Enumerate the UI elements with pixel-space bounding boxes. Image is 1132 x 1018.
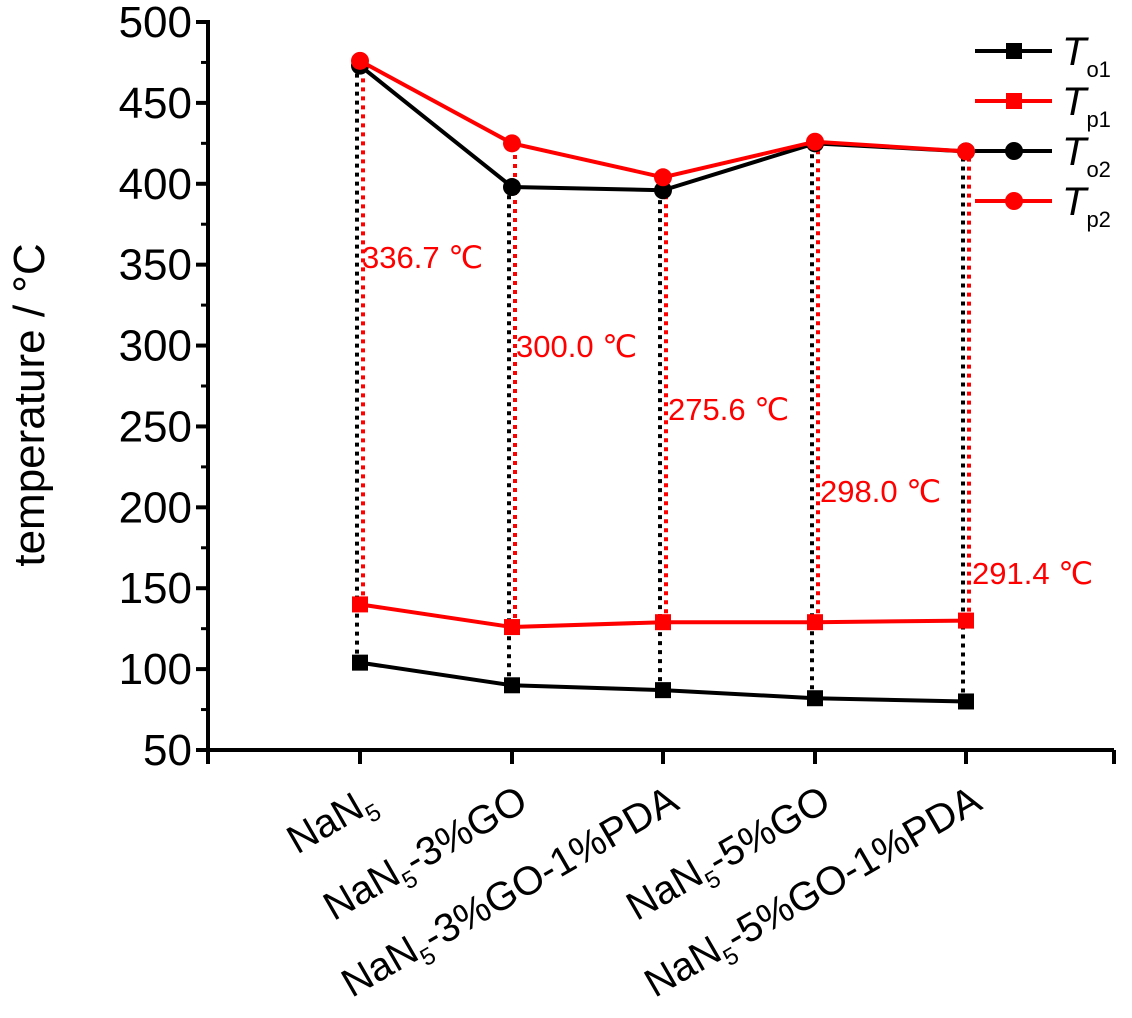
legend-marker — [1006, 93, 1022, 109]
legend-marker — [1006, 43, 1022, 59]
data-point — [655, 682, 671, 699]
annotation-label: 336.7 ℃ — [362, 240, 483, 275]
y-tick-label: 300 — [119, 322, 192, 371]
data-point — [957, 142, 975, 161]
data-point — [654, 181, 672, 200]
annotation-label: 298.0 ℃ — [820, 474, 941, 509]
y-tick-label: 200 — [119, 483, 192, 532]
x-tick-label: NaN5 — [280, 778, 386, 869]
data-point — [655, 614, 671, 631]
dotted-guides — [355, 60, 971, 702]
legend-label: To2 — [1062, 130, 1111, 182]
series-lines — [351, 51, 975, 710]
y-tick-label: 250 — [119, 402, 192, 451]
y-tick-label: 500 — [119, 0, 192, 47]
series-line — [359, 59, 967, 180]
data-point — [807, 614, 823, 631]
data-point — [503, 178, 521, 197]
data-point — [352, 654, 368, 671]
legend-marker — [1005, 142, 1023, 160]
data-point — [504, 619, 520, 636]
legend-label: Tp2 — [1062, 180, 1111, 232]
legend-label: To1 — [1062, 30, 1111, 82]
data-point — [503, 134, 521, 153]
y-tick-label: 100 — [119, 645, 192, 694]
data-point — [351, 51, 369, 70]
y-tick-label: 50 — [143, 726, 192, 775]
data-point — [958, 612, 974, 629]
data-point — [807, 690, 823, 707]
data-point — [352, 596, 368, 613]
data-point — [958, 693, 974, 710]
data-point — [504, 677, 520, 694]
y-tick-label: 400 — [119, 160, 192, 209]
data-point — [654, 168, 672, 187]
annotation-label: 291.4 ℃ — [972, 556, 1093, 591]
annotation-label: 275.6 ℃ — [668, 392, 789, 427]
data-point — [806, 132, 824, 151]
annotation-label: 300.0 ℃ — [516, 329, 637, 364]
legend-marker — [1005, 192, 1023, 210]
legend-label: Tp1 — [1062, 80, 1111, 132]
y-axis-title: temperature / °C — [5, 243, 54, 566]
y-tick-label: 450 — [119, 79, 192, 128]
y-tick-label: 350 — [119, 241, 192, 290]
annotations: 336.7 ℃ 300.0 ℃ 275.6 ℃ 298.0 ℃ 291.4 ℃ — [362, 240, 1093, 591]
y-tick-label: 150 — [119, 564, 192, 613]
